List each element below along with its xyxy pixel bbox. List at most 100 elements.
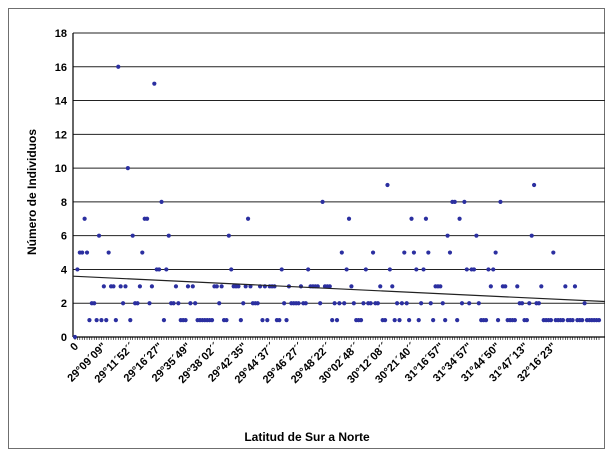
data-point xyxy=(238,318,243,323)
data-point xyxy=(171,301,176,306)
chart-frame: 0 2 4 6 8 10 12 14 16 18 0 29°09´09" 29°11´52´´ 29°1… xyxy=(8,8,606,449)
data-point xyxy=(414,267,419,272)
data-point xyxy=(474,233,479,238)
data-point xyxy=(536,301,542,306)
data-point xyxy=(346,216,352,221)
data-point xyxy=(368,301,373,306)
data-point xyxy=(416,318,421,323)
y-tick-label: 18 xyxy=(55,28,67,40)
data-point xyxy=(99,318,104,323)
data-point xyxy=(92,301,97,306)
data-point xyxy=(392,318,397,323)
data-point xyxy=(226,233,231,238)
data-point xyxy=(193,301,198,306)
data-point xyxy=(459,301,465,306)
data-point xyxy=(387,267,392,272)
data-point xyxy=(145,216,150,221)
data-point xyxy=(551,250,556,255)
data-point xyxy=(385,182,390,188)
data-point xyxy=(503,284,508,289)
data-point xyxy=(440,301,445,306)
data-point xyxy=(149,284,155,289)
data-point xyxy=(438,284,443,289)
data-point xyxy=(351,301,356,306)
data-point xyxy=(330,318,335,323)
data-point xyxy=(447,250,453,255)
data-point xyxy=(164,267,169,272)
y-tick-label: 2 xyxy=(61,298,67,310)
data-point xyxy=(423,216,429,221)
data-point xyxy=(342,301,347,306)
data-point xyxy=(378,284,383,289)
y-axis-title: Número de Individuos xyxy=(25,129,39,255)
x-axis xyxy=(74,337,600,340)
data-point xyxy=(255,301,260,306)
data-point xyxy=(527,301,532,306)
data-point xyxy=(80,250,85,255)
data-point xyxy=(296,301,301,306)
data-point xyxy=(236,284,241,289)
data-point xyxy=(209,318,215,323)
data-point xyxy=(306,267,311,272)
y-tick-label: 14 xyxy=(55,96,68,108)
data-point xyxy=(486,267,491,272)
data-point xyxy=(519,301,525,306)
data-point xyxy=(402,250,407,255)
data-point xyxy=(128,318,133,323)
data-point xyxy=(303,301,308,306)
data-point xyxy=(82,216,87,221)
data-point xyxy=(265,318,270,323)
data-point xyxy=(214,284,219,289)
data-point xyxy=(452,199,457,204)
data-point xyxy=(260,318,265,323)
data-point xyxy=(426,250,431,255)
data-point xyxy=(116,64,121,69)
data-point xyxy=(337,301,342,306)
data-point xyxy=(344,267,349,272)
data-point xyxy=(284,318,289,323)
y-tick-label: 10 xyxy=(55,163,67,175)
trendline-group xyxy=(72,275,606,303)
trendline xyxy=(72,275,606,303)
data-point xyxy=(409,216,414,221)
data-point xyxy=(580,318,585,323)
data-point xyxy=(498,199,503,204)
data-point xyxy=(243,284,248,289)
data-point xyxy=(298,284,304,289)
data-point xyxy=(524,318,529,323)
data-point xyxy=(572,284,578,289)
data-point xyxy=(493,250,498,255)
data-point xyxy=(570,318,575,323)
data-point xyxy=(596,318,602,323)
data-point xyxy=(277,318,282,323)
data-point xyxy=(339,250,344,255)
data-point xyxy=(106,250,111,255)
y-tick-label: 0 xyxy=(61,332,67,344)
data-point xyxy=(462,199,467,204)
scatter-chart: 0 2 4 6 8 10 12 14 16 18 029°09´09"29°11´52´´29°1… xyxy=(25,28,606,444)
data-point xyxy=(488,284,493,289)
data-point xyxy=(548,318,554,323)
data-point xyxy=(173,284,179,289)
data-point xyxy=(104,318,109,323)
data-point xyxy=(457,216,462,221)
y-tick-label: 4 xyxy=(61,264,68,276)
data-point xyxy=(382,318,388,323)
data-point xyxy=(358,318,364,323)
data-point xyxy=(123,284,128,289)
data-point xyxy=(159,199,164,204)
y-tick-label: 16 xyxy=(55,62,67,74)
data-point xyxy=(84,250,90,255)
data-point xyxy=(161,318,167,323)
data-point xyxy=(443,318,448,323)
data-point xyxy=(445,233,450,238)
data-point xyxy=(464,267,469,272)
data-point xyxy=(282,301,287,306)
data-point xyxy=(529,233,534,238)
data-point xyxy=(185,284,191,289)
data-point xyxy=(582,301,587,306)
data-point xyxy=(390,284,395,289)
data-point xyxy=(407,318,412,323)
data-point xyxy=(532,182,537,188)
data-point xyxy=(467,301,472,306)
